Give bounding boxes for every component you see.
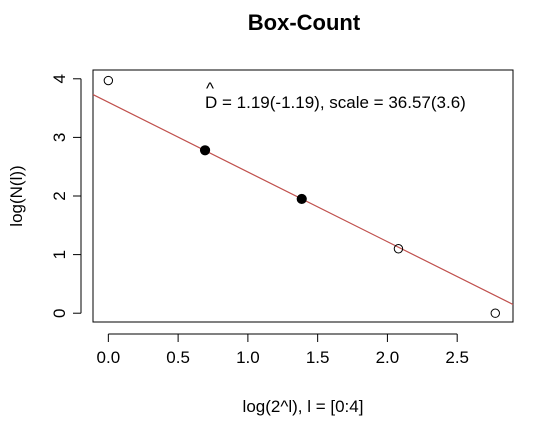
y-axis-label: log(N(l)) [7,165,26,226]
x-tick-label: 1.5 [306,348,330,367]
x-tick-label: 1.0 [236,348,260,367]
y-tick-label: 0 [50,308,69,317]
plot-area-frame [92,69,514,323]
data-point-open [103,75,114,86]
y-tick-label: 3 [50,133,69,142]
chart-title: Box-Count [248,10,361,35]
y-tick-label: 2 [50,191,69,200]
x-axis: 0.0 0.5 1.0 1.5 2.0 2.5 [97,333,469,367]
annotation-symbol: D [205,93,217,112]
annotation: D = 1.19(-1.19), scale = 36.57(3.6) [205,93,466,112]
x-tick-label: 0.5 [166,348,190,367]
annotation-text: = 1.19(-1.19), scale = 36.57(3.6) [217,93,466,112]
x-tick-label: 2.5 [445,348,469,367]
y-tick-label: 1 [50,250,69,259]
data-point-open [490,308,500,318]
data-point-filled [199,145,211,156]
data-point-open [393,244,404,254]
annotation-hat: ^ [206,79,214,98]
y-axis: 0 1 2 3 4 [50,74,82,318]
data-points [103,75,500,318]
data-point-filled [296,193,307,205]
x-tick-label: 2.0 [376,348,400,367]
x-axis-label: log(2^l), l = [0:4] [243,397,364,416]
y-tick-label: 4 [50,74,69,83]
x-tick-label: 0.0 [97,348,121,367]
